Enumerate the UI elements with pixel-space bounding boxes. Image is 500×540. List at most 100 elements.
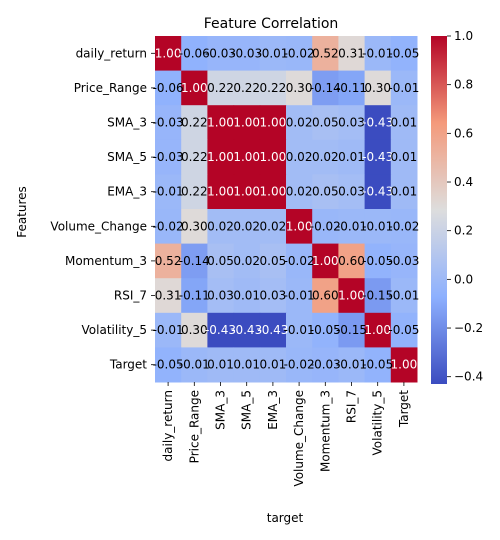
cell-value-label: 0.02: [233, 219, 260, 233]
cell-value-label: 1.00: [207, 150, 234, 164]
heatmap-cell: [259, 70, 287, 106]
x-axis: daily_return Price_Range SMA_3 SMA_5 EMA_3 Vo…: [161, 382, 411, 487]
cell-value-label: 0.02: [207, 219, 234, 233]
heatmap-cell: [181, 70, 208, 106]
y-tick-label: Price_Range: [74, 81, 147, 95]
cell-value-label: -0.01: [257, 46, 288, 60]
heatmap-cell: [207, 36, 235, 72]
cell-value-label: -0.03: [153, 150, 184, 164]
cell-value-label: -0.05: [362, 254, 393, 268]
heatmap-cell: [155, 312, 182, 348]
cell-value-label: -0.15: [362, 289, 393, 303]
y-tick-label: daily_return: [76, 46, 147, 60]
heatmap-cell: [181, 139, 208, 175]
heatmap-cell: [390, 139, 418, 175]
heatmap-cell: [338, 312, 366, 348]
cell-value-label: 0.01: [233, 358, 260, 372]
cell-value-label: -0.05: [388, 46, 419, 60]
heatmap-cell: [338, 70, 366, 106]
heatmap-cell: [207, 347, 235, 383]
cell-value-label: 1.00: [260, 185, 287, 199]
x-tick-label: Price_Range: [187, 390, 201, 463]
cell-value-label: -0.02: [310, 219, 341, 233]
cell-value-label: -0.14: [179, 254, 210, 268]
colorbar-gradient: [431, 36, 447, 384]
cell-value-label: 0.22: [181, 116, 208, 130]
cell-value-label: -0.03: [153, 116, 184, 130]
cell-value-label: 0.02: [260, 219, 287, 233]
cell-value-label: 0.01: [391, 150, 418, 164]
colorbar-tick-label: 0.8: [454, 78, 473, 92]
heatmap-cell: [259, 174, 287, 210]
heatmap-cell: [155, 36, 182, 72]
cell-value-label: 0.05: [312, 185, 339, 199]
heatmap-cell: [259, 105, 287, 141]
heatmap-cell: [233, 36, 261, 72]
cell-value-label: 0.22: [181, 150, 208, 164]
heatmap-cell: [312, 347, 339, 383]
colorbar-tick-label: 0.6: [454, 126, 473, 140]
y-tick-label: SMA_5: [107, 150, 147, 164]
y-tick-label: Target: [109, 358, 147, 372]
cell-value-label: -0.02: [388, 219, 419, 233]
heatmap-cell: [233, 174, 261, 210]
x-tick-label: EMA_3: [266, 390, 280, 430]
cell-value-label: 0.03: [338, 185, 365, 199]
chart-title: Feature Correlation: [204, 16, 339, 32]
heatmap-cell: [338, 139, 366, 175]
cell-value-label: -0.01: [336, 358, 367, 372]
heatmap-cell: [286, 312, 313, 348]
heatmap-cell: [312, 278, 339, 314]
cell-value-label: -0.05: [153, 358, 184, 372]
heatmap-cell: [233, 243, 261, 279]
cell-value-label: -0.43: [231, 323, 262, 337]
cell-value-label: 1.00: [338, 289, 365, 303]
heatmap-cell: [338, 243, 366, 279]
cell-value-label: 0.30: [181, 219, 208, 233]
heatmap-cell: [312, 36, 339, 72]
colorbar: 1.0 0.8 0.6 0.4 0.2 0.0 −0.2 −0.4: [431, 29, 483, 384]
heatmap-cell: [207, 243, 235, 279]
heatmap-cell: [364, 278, 392, 314]
cell-value-label: 0.01: [260, 358, 287, 372]
cell-value-label: -0.06: [153, 81, 184, 95]
cell-annotations: 1.00-0.06-0.03-0.03-0.01-0.020.52 0.31-0.…: [153, 46, 420, 371]
cell-value-label: -0.43: [205, 323, 236, 337]
heatmap-cell: [155, 174, 182, 210]
cell-value-label: 0.01: [207, 358, 234, 372]
heatmap-cell: [259, 243, 287, 279]
cell-value-label: 1.00: [233, 185, 260, 199]
cell-value-label: 1.00: [233, 150, 260, 164]
heatmap-cell: [338, 174, 366, 210]
heatmap-cell: [312, 312, 339, 348]
heatmap-cell: [390, 105, 418, 141]
cell-value-label: 0.05: [312, 116, 339, 130]
cell-value-label: -0.03: [310, 358, 341, 372]
cell-value-label: 1.00: [207, 116, 234, 130]
heatmap-cell: [181, 209, 208, 245]
cell-value-label: -0.01: [336, 219, 367, 233]
heatmap-cell: [312, 174, 339, 210]
cell-value-label: 0.02: [286, 116, 313, 130]
cell-value-label: 0.01: [338, 150, 365, 164]
cell-value-label: -0.11: [336, 81, 367, 95]
cell-value-label: -0.02: [284, 254, 315, 268]
heatmap-cell: [259, 347, 287, 383]
cell-value-label: -0.43: [362, 185, 393, 199]
heatmap-cell: [181, 174, 208, 210]
cell-value-label: -0.15: [336, 323, 367, 337]
colorbar-tick-label: 0.4: [454, 175, 473, 189]
heatmap-cell: [155, 209, 182, 245]
heatmap-cell: [181, 278, 208, 314]
heatmap-cell: [259, 36, 287, 72]
heatmap-cell: [312, 209, 339, 245]
heatmap-cell: [155, 278, 182, 314]
cell-value-label: -0.01: [153, 323, 184, 337]
x-tick-label: Momentum_3: [318, 390, 332, 472]
heatmap-cell: [364, 209, 392, 245]
heatmap-cell: [286, 209, 313, 245]
heatmap-cell: [312, 70, 339, 106]
heatmap-cell: [155, 105, 182, 141]
heatmap-cell: [338, 209, 366, 245]
heatmap-cell: [390, 312, 418, 348]
